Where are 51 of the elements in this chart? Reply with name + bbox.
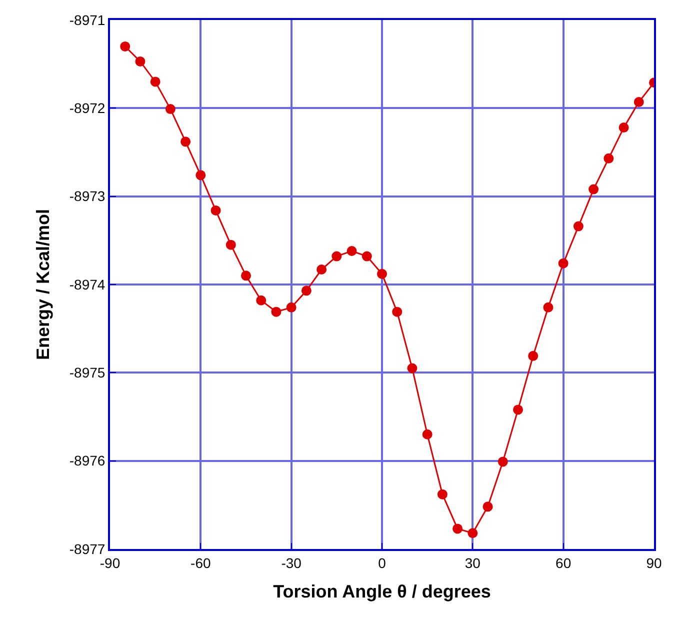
point [210,205,221,216]
y-tick-label: -8974 [69,276,106,292]
point [180,136,191,147]
point [452,524,463,534]
x-tick-label: -60 [190,554,211,571]
point [588,184,599,194]
point [377,268,387,279]
point [241,270,251,281]
point [604,153,614,164]
point [346,246,357,256]
y-tick-label: -8975 [69,364,106,381]
point [226,240,236,250]
point [498,456,508,467]
y-tick-label: -8971 [69,12,106,28]
point [165,104,176,114]
x-tick-label: 90 [646,554,662,571]
point [543,302,554,312]
point [286,302,296,312]
y-tick-label: -8973 [69,188,106,204]
y-tick-label: -8976 [69,452,106,469]
point [573,221,584,232]
point [135,56,146,66]
y-tick-label: -8977 [69,540,106,557]
x-axis-title: Torsion Angle θ / degrees [273,581,491,602]
y-axis-title: Energy / Kcal/mol [33,208,54,360]
point [271,306,282,317]
point [528,350,538,361]
point [301,286,312,296]
y-tick-label: -8972 [69,100,106,116]
point [256,295,266,306]
point [150,76,160,87]
point [120,41,130,52]
point [618,122,629,133]
point [482,502,493,512]
x-tick-label: 30 [464,554,481,571]
point [332,251,342,262]
x-tick-label: 60 [556,554,572,571]
point [196,170,206,180]
point [513,404,523,415]
point [392,306,402,317]
point [468,528,478,538]
x-tick-label: 0 [378,554,386,571]
point [362,251,372,262]
point [437,489,448,500]
point [634,96,644,107]
point [407,363,418,374]
point [316,264,327,275]
point [422,429,432,440]
x-tick-label: -30 [281,554,302,571]
point [558,258,568,268]
x-tick-label: -90 [100,554,120,571]
